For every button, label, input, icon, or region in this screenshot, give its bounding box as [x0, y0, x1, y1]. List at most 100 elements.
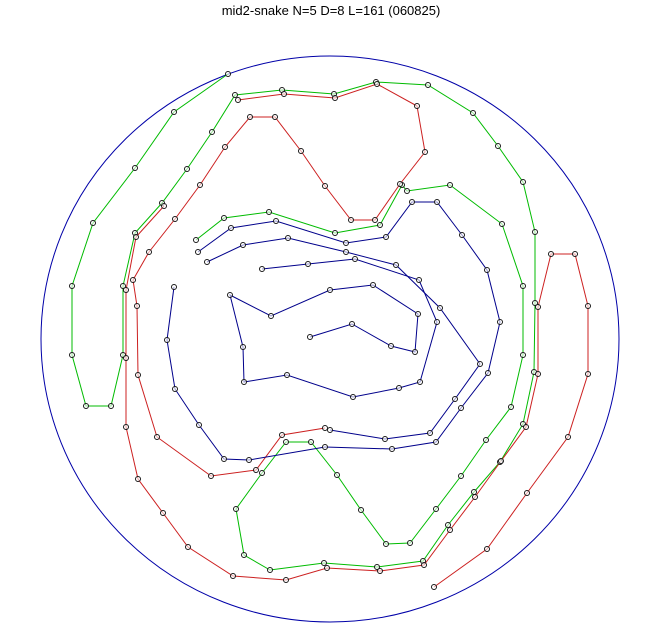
vertex-marker: [120, 283, 126, 289]
vertex-marker: [377, 568, 383, 574]
vertex-marker: [524, 490, 530, 496]
vertex-marker: [272, 114, 278, 120]
vertex-marker: [404, 188, 410, 194]
polyline-red-snake-top-loop: [132, 83, 426, 477]
vertex-marker: [332, 95, 338, 101]
vertex-marker: [374, 564, 380, 570]
vertex-marker: [197, 182, 203, 188]
vertex-marker: [397, 181, 403, 187]
vertex-marker: [298, 148, 304, 154]
vertex-marker: [412, 349, 418, 355]
vertex-marker: [327, 287, 333, 293]
vertex-marker: [414, 103, 420, 109]
vertex-marker: [172, 216, 178, 222]
series-green-snake-outer-lap: [71, 73, 536, 571]
polyline-navy-ring-middle: [206, 237, 481, 440]
vertex-marker: [352, 256, 358, 262]
vertex-marker: [433, 506, 439, 512]
vertex-marker: [484, 267, 490, 273]
vertex-marker: [195, 249, 201, 255]
vertex-marker: [123, 424, 129, 430]
vertex-marker: [281, 91, 287, 97]
vertex-marker: [246, 457, 252, 463]
vertex-marker: [160, 510, 166, 516]
series-navy-inner-spiral: [229, 258, 438, 398]
vertex-marker: [383, 234, 389, 240]
polyline-navy-ring-outer: [166, 201, 501, 461]
vertex-marker: [532, 229, 538, 235]
markers-green-snake-outer-lap: [69, 71, 538, 573]
vertex-marker: [472, 494, 478, 500]
vertex-marker: [240, 344, 246, 350]
vertex-marker: [184, 166, 190, 172]
vertex-marker: [123, 287, 129, 293]
vertex-marker: [470, 110, 476, 116]
vertex-marker: [348, 217, 354, 223]
vertex-marker: [305, 261, 311, 267]
vertex-marker: [235, 97, 241, 103]
markers-navy-ring-outer: [164, 199, 503, 463]
vertex-marker: [499, 221, 505, 227]
vertex-marker: [535, 304, 541, 310]
vertex-marker: [266, 209, 272, 215]
vertex-marker: [279, 432, 285, 438]
vertex-marker: [396, 385, 402, 391]
vertex-marker: [417, 379, 423, 385]
vertex-marker: [322, 444, 328, 450]
vertex-marker: [241, 379, 247, 385]
vertex-marker: [135, 372, 141, 378]
vertex-marker: [185, 544, 191, 550]
vertex-marker: [171, 284, 177, 290]
vertex-marker: [532, 300, 538, 306]
vertex-marker: [585, 303, 591, 309]
vertex-marker: [421, 562, 427, 568]
vertex-marker: [452, 396, 458, 402]
vertex-marker: [358, 507, 364, 513]
vertex-marker: [259, 470, 265, 476]
vertex-marker: [409, 199, 415, 205]
vertex-marker: [283, 439, 289, 445]
vertex-marker: [523, 424, 529, 430]
vertex-marker: [259, 266, 265, 272]
vertex-marker: [565, 434, 571, 440]
vertex-marker: [146, 249, 152, 255]
vertex-marker: [382, 436, 388, 442]
markers-navy-ring-middle: [204, 235, 483, 442]
vertex-marker: [572, 251, 578, 257]
vertex-marker: [247, 114, 253, 120]
vertex-marker: [240, 242, 246, 248]
vertex-marker: [230, 573, 236, 579]
markers-navy-inner-spiral: [227, 256, 440, 400]
vertex-marker: [458, 405, 464, 411]
vertex-marker: [350, 394, 356, 400]
vertex-marker: [228, 225, 234, 231]
vertex-marker: [377, 222, 383, 228]
vertex-marker: [427, 430, 433, 436]
vertex-marker: [520, 352, 526, 358]
vertex-marker: [209, 129, 215, 135]
vertex-marker: [383, 541, 389, 547]
vertex-marker: [322, 425, 328, 431]
vertex-marker: [349, 321, 355, 327]
plot-title: mid2-snake N=5 D=8 L=161 (060825): [221, 3, 441, 18]
vertex-marker: [253, 467, 259, 473]
vertex-marker: [447, 182, 453, 188]
vertex-marker: [477, 361, 483, 367]
vertex-marker: [458, 473, 464, 479]
vertex-marker: [332, 230, 338, 236]
vertex-marker: [425, 82, 431, 88]
vertex-marker: [221, 215, 227, 221]
vertex-marker: [374, 81, 380, 87]
vertex-marker: [334, 472, 340, 478]
vertex-marker: [520, 179, 526, 185]
vertex-marker: [433, 439, 439, 445]
vertex-marker: [535, 371, 541, 377]
vertex-marker: [268, 313, 274, 319]
series-navy-ring-outer: [166, 201, 501, 461]
vertex-marker: [225, 71, 231, 77]
vertex-marker: [307, 334, 313, 340]
series-navy-ring-middle: [206, 237, 481, 440]
markers-red-snake-outer-lap: [123, 203, 591, 590]
